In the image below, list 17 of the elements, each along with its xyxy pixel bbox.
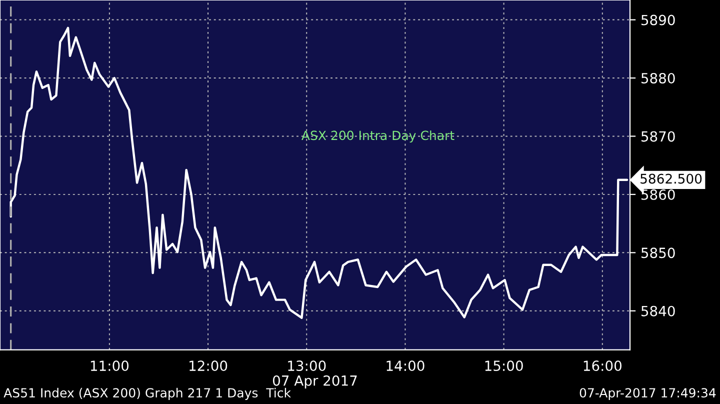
y-tick-label: 5840 (641, 306, 675, 316)
y-tick-label: 5870 (641, 131, 675, 142)
y-tick-label: 5850 (641, 248, 675, 258)
x-tick-label: 13:00 (288, 360, 326, 372)
text: 07-Apr-2017 17:49:34 (580, 388, 716, 400)
x-tick-label: 15:00 (485, 360, 523, 372)
y-tick-label: 5890 (641, 14, 675, 26)
annotation: 5862.500 (640, 174, 702, 184)
x-tick-label: 14:00 (386, 360, 424, 372)
text: ASX 200 Intra Day Chart (302, 130, 454, 143)
y-tick-label: 5880 (641, 72, 675, 84)
text: AS51 Index (ASX 200) Graph 217 1 Days Tick (4, 388, 291, 400)
y-tick-label: 5860 (641, 189, 675, 200)
x-tick-label: 12:00 (190, 360, 228, 372)
x-tick-label: 16:00 (584, 360, 622, 372)
x-tick-label: 11:00 (90, 360, 129, 372)
x-axis-title: 07 Apr 2017 (272, 375, 357, 389)
